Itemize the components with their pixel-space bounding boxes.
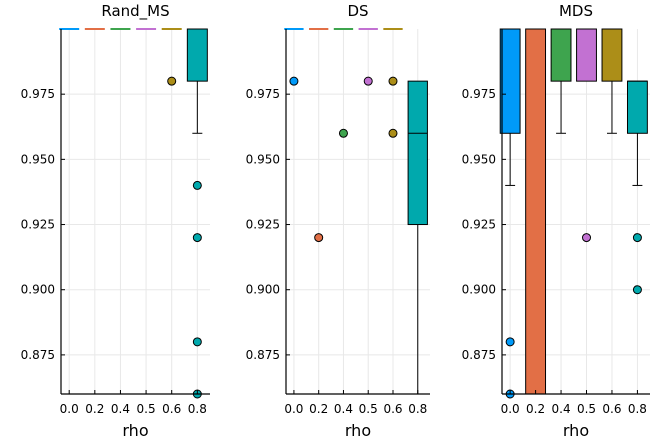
- x-tick-label: 0.6: [162, 402, 181, 416]
- x-axis-label: rho: [563, 421, 589, 440]
- panel-title: Rand_MS: [101, 2, 169, 21]
- x-tick-label: 0.4: [111, 402, 130, 416]
- outlier-point: [388, 76, 398, 86]
- y-tick-label: 0.975: [21, 87, 55, 101]
- box: [601, 28, 623, 82]
- y-tick-label: 0.900: [462, 283, 496, 297]
- outlier-point: [632, 233, 642, 243]
- y-tick-label: 0.875: [21, 348, 55, 362]
- outlier-point: [363, 76, 373, 86]
- box: [576, 28, 597, 82]
- x-tick-label: 0.8: [408, 402, 427, 416]
- box: [626, 80, 648, 134]
- box: [499, 28, 521, 134]
- outlier-point: [192, 233, 202, 243]
- y-tick-label: 0.950: [246, 152, 280, 166]
- box: [525, 28, 547, 395]
- x-axis-label: rho: [122, 421, 148, 440]
- y-tick-label: 0.975: [462, 87, 496, 101]
- panel-title: DS: [347, 2, 368, 20]
- x-tick-label: 0.0: [501, 402, 520, 416]
- x-tick-label: 0.4: [552, 402, 571, 416]
- y-tick-label: 0.975: [246, 87, 280, 101]
- outlier-point: [505, 337, 515, 347]
- x-tick-label: 0.5: [137, 402, 156, 416]
- outlier-point: [632, 285, 642, 295]
- box: [186, 28, 208, 82]
- panel-rand-ms: 0.875 0.900 0.925 0.950 0.975 0.0 0.2 0.4 0.5 0.6…: [21, 2, 210, 440]
- box: [407, 80, 428, 226]
- x-tick-label: 0.8: [188, 402, 207, 416]
- outlier-point: [289, 76, 299, 86]
- x-tick-label: 0.2: [85, 402, 104, 416]
- panel-mds: 0.875 0.900 0.925 0.950 0.975 0.0 0.2 0.4 0.5 0.6…: [462, 2, 650, 440]
- x-tick-label: 0.0: [284, 402, 303, 416]
- outlier-point: [192, 337, 202, 347]
- y-tick-label: 0.875: [462, 348, 496, 362]
- panel-ds: 0.875 0.900 0.925 0.950 0.975 0.0 0.2 0.4 0.5 0.6…: [246, 2, 430, 440]
- y-tick-label: 0.925: [246, 218, 280, 232]
- y-tick-label: 0.900: [21, 283, 55, 297]
- y-tick-label: 0.900: [246, 283, 280, 297]
- y-tick-label: 0.950: [21, 152, 55, 166]
- outlier-point: [388, 128, 398, 138]
- x-tick-label: 0.2: [526, 402, 545, 416]
- panel-title: MDS: [559, 2, 593, 20]
- y-tick-label: 0.950: [462, 152, 496, 166]
- x-tick-label: 0.8: [628, 402, 647, 416]
- x-tick-label: 0.6: [383, 402, 402, 416]
- outlier-point: [192, 180, 202, 190]
- x-axis-label: rho: [345, 421, 371, 440]
- y-tick-label: 0.875: [246, 348, 280, 362]
- outlier-point: [167, 76, 177, 86]
- outlier-point: [314, 233, 324, 243]
- x-tick-label: 0.4: [334, 402, 353, 416]
- x-tick-label: 0.0: [60, 402, 79, 416]
- box: [550, 28, 572, 82]
- x-tick-label: 0.5: [359, 402, 378, 416]
- y-tick-label: 0.925: [21, 218, 55, 232]
- x-tick-label: 0.2: [309, 402, 328, 416]
- outlier-point: [338, 128, 348, 138]
- outlier-point: [582, 233, 592, 243]
- y-tick-label: 0.925: [462, 218, 496, 232]
- x-tick-label: 0.6: [602, 402, 621, 416]
- x-tick-label: 0.5: [577, 402, 596, 416]
